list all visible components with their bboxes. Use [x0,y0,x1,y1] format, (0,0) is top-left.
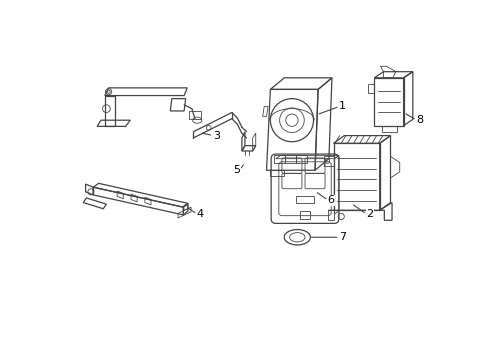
Text: 4: 4 [197,209,204,219]
Text: 2: 2 [366,209,373,219]
Text: 8: 8 [416,115,423,125]
Text: 1: 1 [339,101,346,111]
Text: 3: 3 [213,131,220,141]
Text: 7: 7 [339,232,346,242]
Text: 6: 6 [328,195,335,205]
Text: 5: 5 [233,165,240,175]
